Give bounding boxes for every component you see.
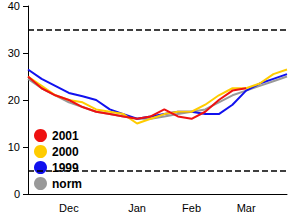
svg-text:Jan: Jan (128, 202, 146, 214)
svg-text:2000: 2000 (52, 145, 79, 159)
svg-text:1999: 1999 (52, 161, 79, 175)
svg-text:2001: 2001 (52, 129, 79, 143)
svg-text:30: 30 (8, 47, 20, 59)
svg-text:40: 40 (8, 0, 20, 12)
svg-text:Dec: Dec (59, 202, 79, 214)
svg-text:Feb: Feb (182, 202, 201, 214)
svg-text:Mar: Mar (237, 202, 256, 214)
svg-text:0: 0 (14, 188, 20, 200)
svg-text:20: 20 (8, 94, 20, 106)
svg-text:norm: norm (52, 177, 82, 191)
svg-text:10: 10 (8, 141, 20, 153)
